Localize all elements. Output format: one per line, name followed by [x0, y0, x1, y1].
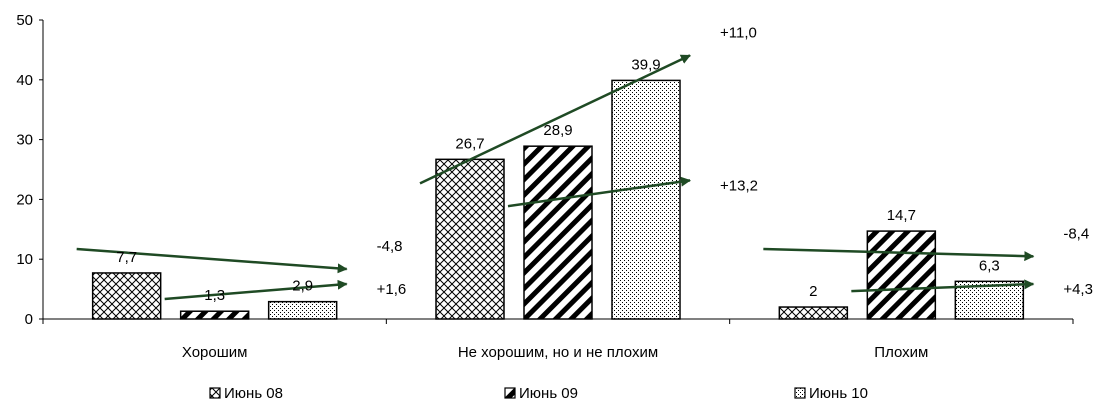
bars-group [91, 79, 1025, 320]
bar-june-09 [866, 230, 937, 320]
legend-swatch-june-09 [504, 387, 516, 399]
change-annotation-upper: -4,8 [377, 238, 403, 255]
legend-label: Июнь 10 [809, 385, 868, 402]
bar-value-label: 7,7 [116, 249, 137, 266]
legend: Июнь 08 Июнь 09 Июнь 10 [209, 385, 868, 402]
bar-value-label: 26,7 [455, 135, 484, 152]
bar-june-08 [435, 158, 505, 320]
y-tick-label: 20 [16, 191, 33, 208]
bar-value-label: 6,3 [979, 257, 1000, 274]
bar-june-09 [523, 145, 593, 320]
bar-june-10 [611, 79, 681, 320]
change-annotation-lower: +13,2 [720, 177, 758, 194]
legend-label: Июнь 09 [519, 385, 578, 402]
bar-value-label: 2,9 [292, 278, 313, 295]
labels-group: Хорошим 7,7 1,3 2,9 Не хорошим, но и не плох… [116, 24, 1093, 361]
bar-value-label: 1,3 [204, 287, 225, 304]
y-tick-label: 30 [16, 132, 33, 149]
bar-value-label: 39,9 [631, 56, 660, 73]
y-axis: 0 10 20 30 40 50 [16, 12, 44, 328]
bar-june-09 [179, 310, 250, 320]
bar-june-10 [267, 300, 338, 320]
trend-arrow-upper [419, 54, 691, 185]
trend-arrows [76, 54, 1035, 301]
change-annotation-lower: +4,3 [1063, 281, 1093, 298]
x-category-label: Плохим [874, 344, 928, 361]
trend-arrow-upper [76, 247, 348, 274]
trend-arrow-lower [507, 176, 691, 208]
change-annotation-upper: -8,4 [1063, 225, 1089, 242]
y-tick-label: 40 [16, 72, 33, 89]
trend-arrow-lower [164, 279, 348, 301]
x-category-label: Хорошим [182, 344, 248, 361]
bar-june-08 [91, 272, 162, 320]
legend-swatch-june-10 [794, 387, 806, 399]
bar-value-label: 28,9 [543, 122, 572, 139]
bar-june-08 [778, 306, 849, 320]
y-tick-label: 10 [16, 251, 33, 268]
y-tick-label: 50 [16, 12, 33, 29]
y-tick-label: 0 [25, 311, 33, 328]
change-annotation-upper: +11,0 [720, 24, 757, 41]
legend-swatch-june-08 [209, 387, 221, 399]
legend-label: Июнь 08 [224, 385, 283, 402]
bar-value-label: 14,7 [887, 207, 916, 224]
change-annotation-lower: +1,6 [377, 281, 407, 298]
trend-arrow-lower [851, 279, 1035, 293]
trend-arrow-upper [763, 247, 1035, 262]
x-category-label: Не хорошим, но и не плохим [458, 344, 658, 361]
bar-value-label: 2 [809, 283, 817, 300]
